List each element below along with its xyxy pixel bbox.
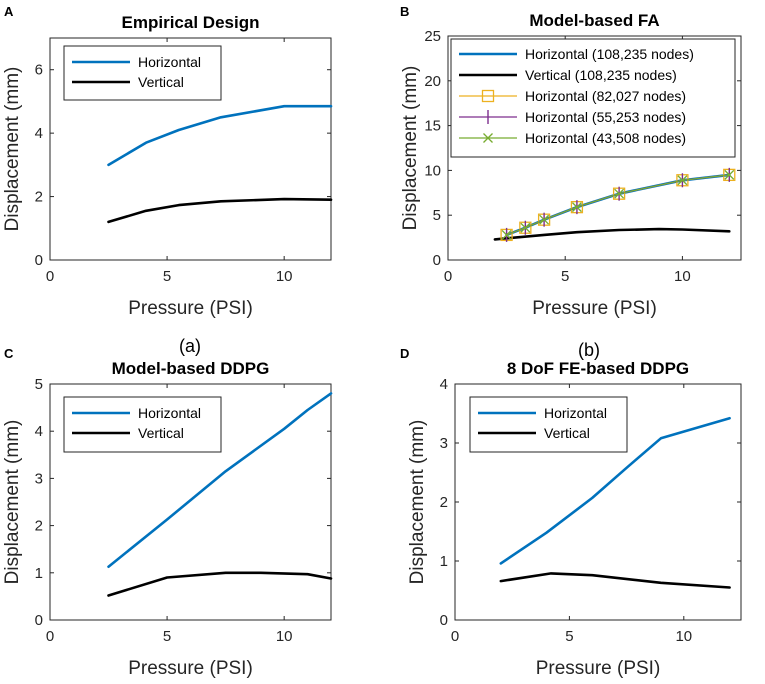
legend-label: Horizontal (43,508 nodes) [525, 130, 686, 146]
x-tick-label: 0 [46, 268, 54, 285]
panel-letter: C [4, 346, 14, 361]
legend-box [63, 45, 222, 101]
y-tick-label: 2 [35, 189, 43, 206]
x-tick-label: 0 [451, 628, 459, 645]
data-point-marker [677, 175, 688, 186]
y-tick-label: 25 [424, 28, 441, 45]
legend-label: Vertical (108,235 nodes) [525, 67, 677, 83]
legend-marker [481, 89, 495, 103]
x-tick-label: 10 [276, 628, 293, 645]
data-point-marker [724, 169, 735, 180]
axes-box [447, 35, 742, 261]
y-axis-label: Displacement (mm) [407, 420, 428, 585]
y-tick-label: 4 [440, 376, 448, 393]
legend-label: Horizontal [544, 405, 607, 421]
legend-box [63, 396, 222, 453]
legend-box [450, 38, 736, 158]
x-tick-label: 5 [561, 268, 569, 285]
data-point-marker [520, 222, 531, 233]
chart-c: C Model-based DDPG 0 5 10 0 1 2 3 4 5 Pressure (PSI… [2, 346, 333, 679]
y-tick-label: 1 [440, 553, 448, 570]
data-point-marker [501, 229, 512, 240]
y-tick-label: 0 [35, 612, 43, 629]
caption-b: (b) [578, 340, 600, 360]
y-tick-label: 0 [35, 252, 43, 269]
axes-box [49, 37, 332, 261]
x-axis-label: Pressure (PSI) [128, 298, 253, 319]
legend-label: Horizontal (55,253 nodes) [525, 109, 686, 125]
panel-letter: A [4, 4, 14, 19]
chart-title: Model-based FA [529, 11, 659, 30]
y-tick-label: 4 [35, 423, 43, 440]
legend-label: Horizontal [138, 405, 201, 421]
chart-title: 8 DoF FE-based DDPG [507, 359, 689, 378]
x-axis-label: Pressure (PSI) [532, 298, 657, 319]
legend-label: Horizontal [138, 54, 201, 70]
y-tick-label: 15 [424, 118, 441, 135]
y-tick-label: 4 [35, 125, 43, 142]
series-line-vertical [493, 227, 731, 241]
x-tick-label: 10 [276, 268, 293, 285]
y-axis-label: Displacement (mm) [2, 67, 23, 232]
x-axis-label: Pressure (PSI) [128, 658, 253, 679]
x-axis-label: Pressure (PSI) [536, 658, 661, 679]
legend-label: Vertical [138, 74, 184, 90]
legend-label: Vertical [544, 425, 590, 441]
y-tick-label: 0 [433, 252, 441, 269]
series-line-horizontal [506, 174, 730, 236]
y-tick-label: 1 [35, 565, 43, 582]
x-tick-label: 5 [163, 268, 171, 285]
legend-label: Vertical [138, 425, 184, 441]
series-line-horizontal [506, 174, 730, 236]
data-point-marker [614, 188, 625, 199]
x-tick-label: 10 [674, 268, 691, 285]
y-tick-label: 2 [440, 494, 448, 511]
chart-a: A Empirical Design 0 5 10 0 2 4 6 Pressure (PSI) D… [2, 4, 333, 319]
series-line-vertical [499, 572, 731, 589]
y-tick-label: 10 [424, 162, 441, 179]
legend-label: Horizontal (108,235 nodes) [525, 46, 694, 62]
chart-d: D 8 DoF FE-based DDPG 0 5 10 0 1 2 3 4 Pressure (P… [400, 346, 742, 679]
legend-marker [483, 133, 493, 143]
x-tick-label: 0 [444, 268, 452, 285]
data-point-marker [539, 214, 550, 225]
series-line-horizontal [107, 392, 333, 569]
y-tick-label: 5 [433, 207, 441, 224]
caption-a: (a) [179, 336, 201, 356]
x-tick-label: 10 [675, 628, 692, 645]
series-line-horizontal [506, 174, 730, 236]
y-tick-label: 3 [440, 435, 448, 452]
y-axis-label: Displacement (mm) [2, 420, 23, 585]
y-tick-label: 6 [35, 62, 43, 79]
x-tick-label: 5 [565, 628, 573, 645]
series-line-horizontal [499, 416, 731, 565]
series-line-horizontal [505, 173, 731, 237]
panel-letter: B [400, 4, 409, 19]
series-line-horizontal [107, 104, 333, 167]
y-tick-label: 20 [424, 73, 441, 90]
y-tick-label: 3 [35, 470, 43, 487]
axes-box [49, 383, 332, 621]
chart-title: Model-based DDPG [112, 359, 270, 378]
x-tick-label: 5 [163, 628, 171, 645]
x-tick-label: 0 [46, 628, 54, 645]
y-tick-label: 2 [35, 518, 43, 535]
legend-label: Horizontal (82,027 nodes) [525, 88, 686, 104]
chart-b: B Model-based FA 0 5 10 0 5 10 15 20 25 Pressure (P… [400, 4, 742, 319]
y-tick-label: 5 [35, 376, 43, 393]
data-point-marker [571, 202, 582, 213]
series-line-vertical [107, 197, 333, 224]
panel-letter: D [400, 346, 409, 361]
legend-box [469, 396, 628, 453]
chart-title: Empirical Design [122, 13, 260, 32]
y-axis-label: Displacement (mm) [400, 66, 421, 231]
y-tick-label: 0 [440, 612, 448, 629]
series-line-vertical [107, 571, 333, 597]
